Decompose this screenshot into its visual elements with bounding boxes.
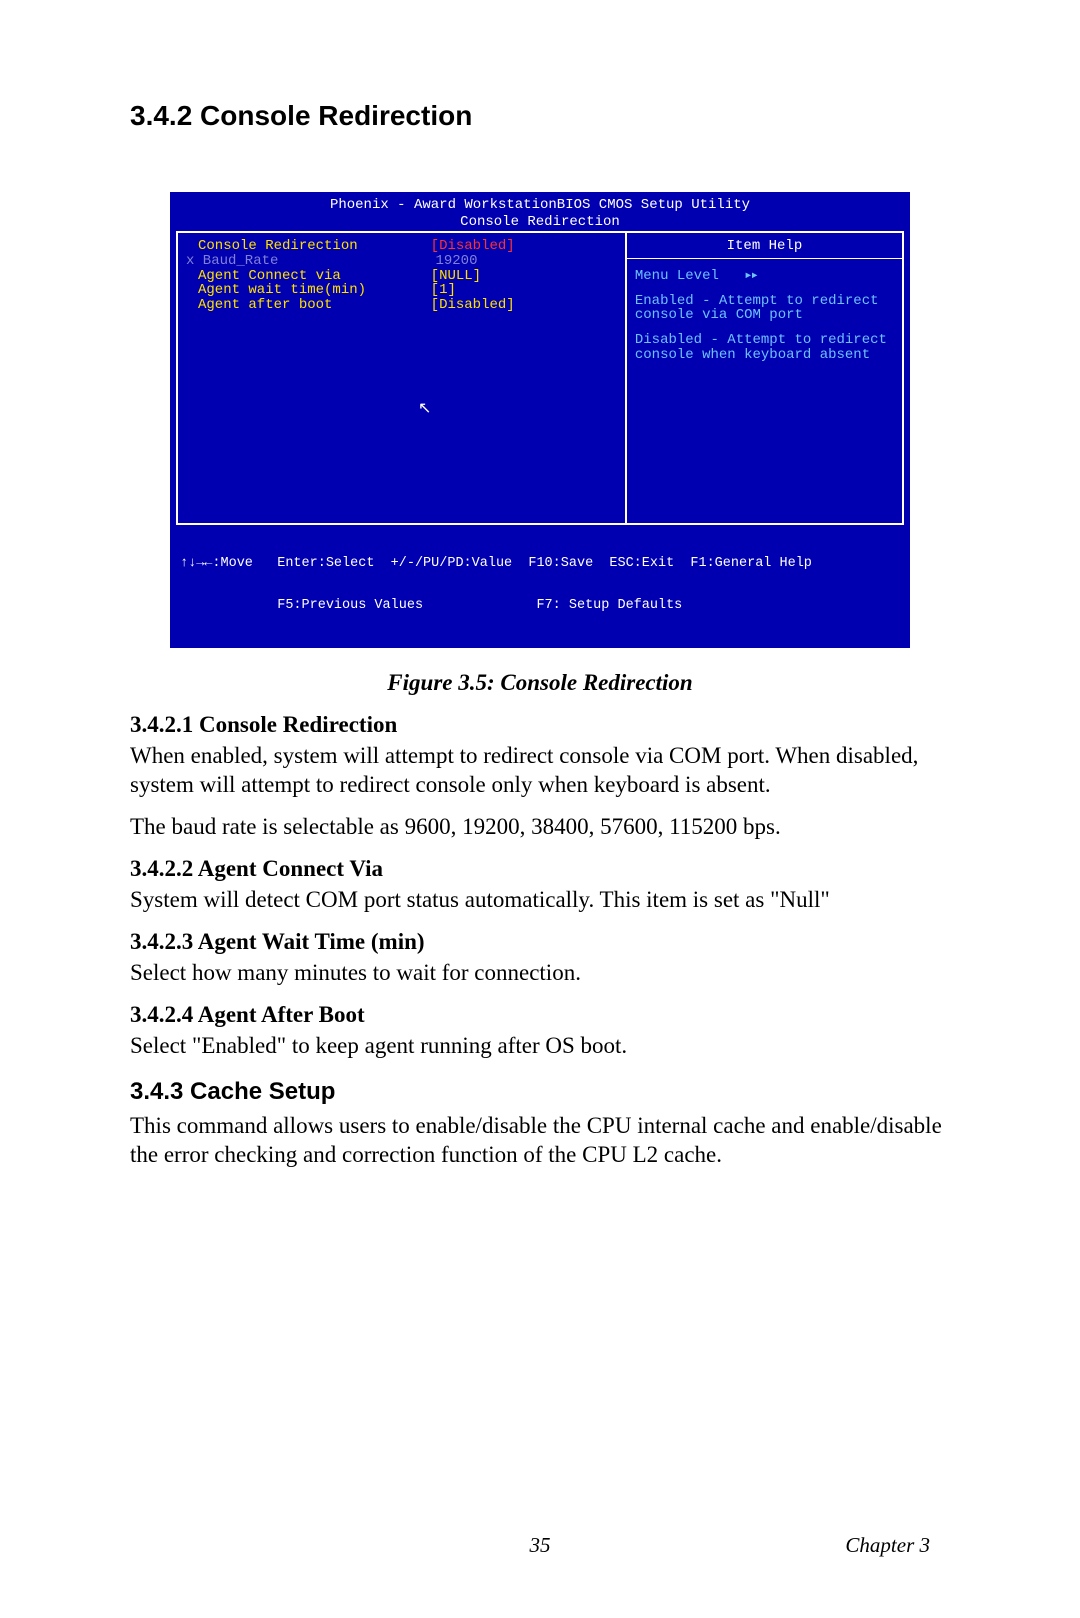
chapter-label: Chapter 3 xyxy=(845,1533,930,1558)
figure-caption: Figure 3.5: Console Redirection xyxy=(130,670,950,696)
bios-title: Phoenix - Award WorkstationBIOS CMOS Set… xyxy=(172,194,908,215)
body-text: When enabled, system will attempt to red… xyxy=(130,742,950,800)
section-heading: 3.4.3 Cache Setup xyxy=(130,1078,950,1106)
body-text: This command allows users to enable/disa… xyxy=(130,1112,950,1170)
page-footer: 35 Chapter 3 xyxy=(0,1533,1080,1558)
body-text: System will detect COM port status autom… xyxy=(130,886,950,915)
bios-body: Console Redirection [Disabled] x Baud_Ra… xyxy=(176,231,904,525)
body-text: Select "Enabled" to keep agent running a… xyxy=(130,1032,950,1061)
option-value: [NULL] xyxy=(431,269,481,284)
subsection-heading: 3.4.2.3 Agent Wait Time (min) xyxy=(130,929,950,955)
option-label: Console Redirection xyxy=(186,239,431,254)
cursor-icon: ↖ xyxy=(418,401,431,418)
bios-footer-line: ↑↓→←:Move Enter:Select +/-/PU/PD:Value F… xyxy=(180,557,900,571)
bios-option-row[interactable]: Agent Connect via [NULL] xyxy=(186,269,617,284)
bios-option-row[interactable]: Agent wait time(min) [1] xyxy=(186,283,617,298)
option-value: [Disabled] xyxy=(431,239,515,254)
body-text: The baud rate is selectable as 9600, 192… xyxy=(130,813,950,842)
bios-footer-line: F5:Previous Values F7: Setup Defaults xyxy=(180,599,900,613)
subsection-heading: 3.4.2.4 Agent After Boot xyxy=(130,1002,950,1028)
bios-options-panel: Console Redirection [Disabled] x Baud_Ra… xyxy=(178,233,627,523)
page-number: 35 xyxy=(530,1533,551,1558)
help-text: Enabled - Attempt to redirect console vi… xyxy=(635,294,894,323)
help-title: Item Help xyxy=(635,239,894,254)
option-value: [1] xyxy=(431,283,456,298)
option-label: Agent after boot xyxy=(186,298,431,313)
menu-level: Menu Level ▸▸ xyxy=(635,269,894,284)
bios-screenshot: Phoenix - Award WorkstationBIOS CMOS Set… xyxy=(170,192,910,648)
menu-level-label: Menu Level xyxy=(635,268,719,284)
bios-option-row[interactable]: Console Redirection [Disabled] xyxy=(186,239,617,254)
bios-option-row: x Baud_Rate 19200 xyxy=(186,254,617,269)
bios-help-panel: Item Help Menu Level ▸▸ Enabled - Attemp… xyxy=(627,233,902,523)
option-label: x Baud_Rate xyxy=(186,254,419,269)
bios-subtitle: Console Redirection xyxy=(172,215,908,232)
chevron-right-icon: ▸▸ xyxy=(744,268,757,284)
bios-footer: ↑↓→←:Move Enter:Select +/-/PU/PD:Value F… xyxy=(172,525,908,645)
option-value: 19200 xyxy=(419,254,478,269)
option-label: Agent wait time(min) xyxy=(186,283,431,298)
option-value: [Disabled] xyxy=(431,298,515,313)
subsection-heading: 3.4.2.1 Console Redirection xyxy=(130,712,950,738)
help-text: Disabled - Attempt to redirect console w… xyxy=(635,333,894,362)
body-text: Select how many minutes to wait for conn… xyxy=(130,959,950,988)
document-page: 3.4.2 Console Redirection Phoenix - Awar… xyxy=(0,0,1080,1618)
bios-option-row[interactable]: Agent after boot [Disabled] xyxy=(186,298,617,313)
subsection-heading: 3.4.2.2 Agent Connect Via xyxy=(130,856,950,882)
option-label: Agent Connect via xyxy=(186,269,431,284)
section-heading: 3.4.2 Console Redirection xyxy=(130,100,950,132)
